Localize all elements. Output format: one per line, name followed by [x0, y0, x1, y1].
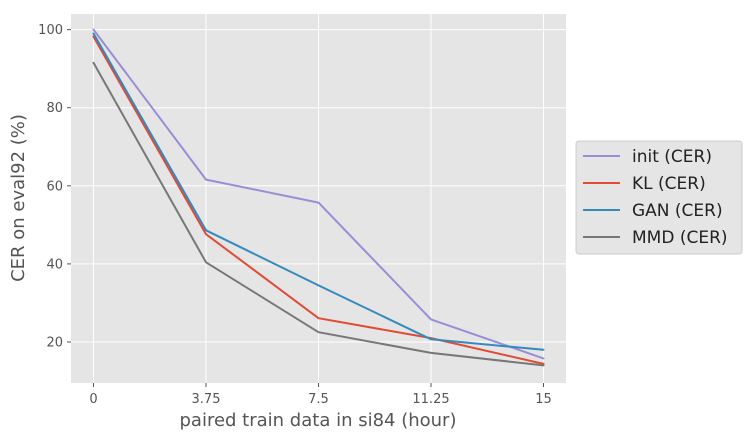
y-tick-label: 100	[38, 23, 63, 38]
series-line-1	[92, 28, 545, 360]
x-tick-label: 15	[535, 392, 552, 407]
y-tick-label: 40	[46, 257, 63, 272]
legend-label: init (CER)	[632, 147, 712, 167]
y-tick-label: 60	[46, 179, 63, 194]
x-tick-label: 7.5	[308, 392, 329, 407]
y-tick-label: 80	[46, 101, 63, 116]
series-line-4	[92, 61, 545, 367]
legend-label: GAN (CER)	[632, 201, 723, 221]
legend-label: KL (CER)	[632, 174, 706, 194]
axis-ticks: 0 3.75 7.5 11.25 15 20 40 60 80 100	[38, 23, 552, 407]
legend: init (CER) KL (CER) GAN (CER) MMD (CER)	[575, 140, 743, 255]
legend-label: MMD (CER)	[632, 228, 728, 248]
legend-box	[575, 140, 743, 255]
y-axis-label: CER on eval92 (%)	[8, 114, 29, 282]
x-tick-label: 11.25	[412, 392, 449, 407]
series-line-2	[92, 35, 545, 365]
x-tick-label: 3.75	[192, 392, 221, 407]
grid-lines	[71, 14, 566, 383]
x-axis-label: paired train data in si84 (hour)	[180, 410, 457, 431]
data-series	[92, 28, 545, 367]
x-tick-label: 0	[89, 392, 97, 407]
y-tick-label: 20	[46, 336, 63, 351]
series-line-3	[92, 32, 545, 351]
